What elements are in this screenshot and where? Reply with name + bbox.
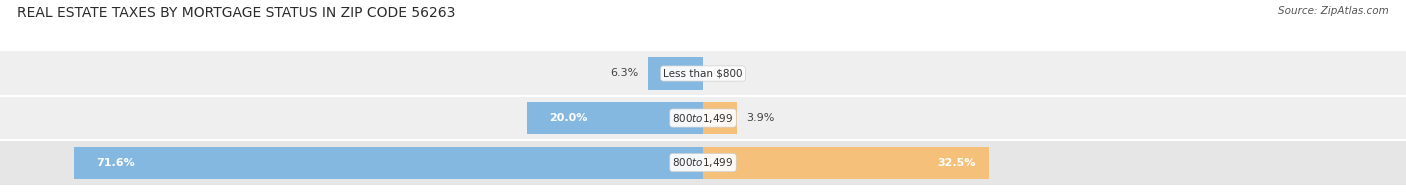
Text: 20.0%: 20.0% <box>550 113 588 123</box>
Bar <box>527 102 703 134</box>
Text: Less than $800: Less than $800 <box>664 68 742 79</box>
Text: 3.9%: 3.9% <box>747 113 775 123</box>
Text: 32.5%: 32.5% <box>936 158 976 168</box>
Bar <box>703 102 737 134</box>
Text: 71.6%: 71.6% <box>96 158 135 168</box>
Text: Source: ZipAtlas.com: Source: ZipAtlas.com <box>1278 6 1389 16</box>
Text: 6.3%: 6.3% <box>610 68 638 79</box>
Text: REAL ESTATE TAXES BY MORTGAGE STATUS IN ZIP CODE 56263: REAL ESTATE TAXES BY MORTGAGE STATUS IN … <box>17 6 456 20</box>
Bar <box>648 57 703 90</box>
Bar <box>0 96 1406 140</box>
Bar <box>703 147 988 179</box>
Text: $800 to $1,499: $800 to $1,499 <box>672 156 734 169</box>
Bar <box>75 147 703 179</box>
Bar <box>0 51 1406 96</box>
Text: $800 to $1,499: $800 to $1,499 <box>672 112 734 124</box>
Text: 0.0%: 0.0% <box>711 68 740 79</box>
Bar <box>0 140 1406 185</box>
